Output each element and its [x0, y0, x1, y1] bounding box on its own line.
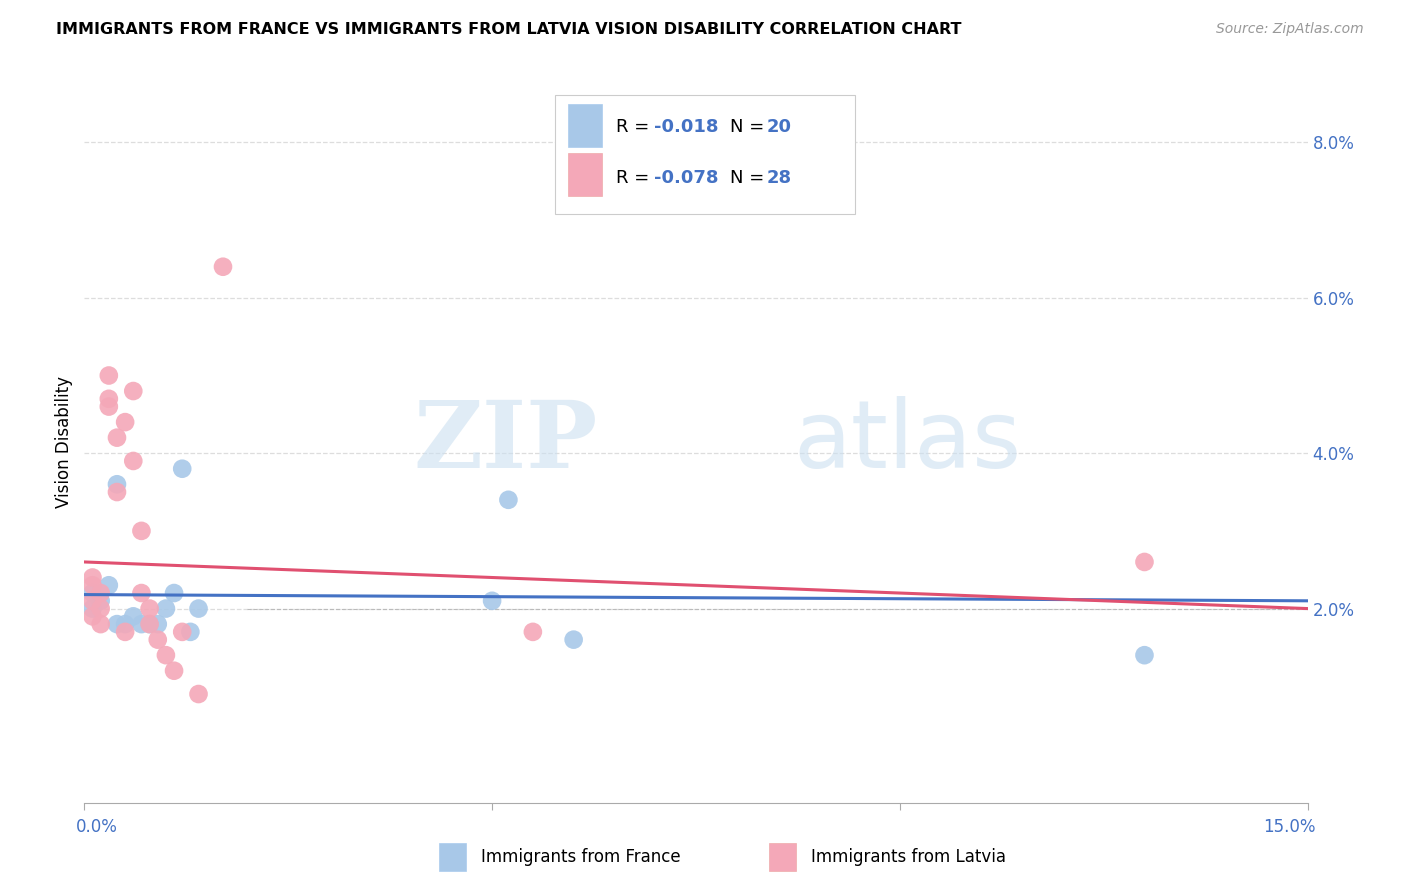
Point: [172, 624, 194, 639]
Point: [97, 400, 120, 414]
Point: [82, 586, 104, 600]
Point: [522, 624, 544, 639]
Point: [90, 594, 112, 608]
Point: [179, 624, 201, 639]
Point: [97, 392, 120, 406]
Text: R =: R =: [616, 119, 655, 136]
Point: [82, 570, 104, 584]
Point: [212, 260, 235, 274]
Point: [114, 415, 136, 429]
Point: [90, 617, 112, 632]
Point: [90, 586, 112, 600]
Point: [105, 485, 128, 500]
Point: [163, 586, 186, 600]
Point: [138, 617, 160, 632]
Point: [163, 664, 186, 678]
Point: [481, 594, 503, 608]
Point: [90, 601, 112, 615]
Point: [138, 617, 160, 632]
Point: [105, 477, 128, 491]
Point: [1133, 555, 1156, 569]
Point: [562, 632, 585, 647]
Text: 0.0%: 0.0%: [76, 818, 118, 837]
Point: [105, 617, 128, 632]
Text: R =: R =: [616, 169, 655, 186]
Point: [146, 632, 169, 647]
FancyBboxPatch shape: [555, 95, 855, 214]
Point: [82, 594, 104, 608]
Text: ZIP: ZIP: [413, 397, 598, 486]
Bar: [439, 843, 465, 871]
Point: [114, 624, 136, 639]
Point: [97, 368, 120, 383]
Point: [155, 601, 177, 615]
Point: [1133, 648, 1156, 663]
Point: [172, 461, 194, 475]
Point: [138, 601, 160, 615]
Point: [82, 601, 104, 615]
Text: Immigrants from France: Immigrants from France: [481, 848, 681, 866]
Point: [105, 431, 128, 445]
Point: [122, 609, 145, 624]
Point: [114, 617, 136, 632]
Bar: [568, 153, 602, 196]
Y-axis label: Vision Disability: Vision Disability: [55, 376, 73, 508]
Point: [97, 578, 120, 592]
Point: [122, 384, 145, 398]
Text: -0.018: -0.018: [654, 119, 718, 136]
Point: [131, 617, 153, 632]
Point: [82, 578, 104, 592]
Text: IMMIGRANTS FROM FRANCE VS IMMIGRANTS FROM LATVIA VISION DISABILITY CORRELATION C: IMMIGRANTS FROM FRANCE VS IMMIGRANTS FRO…: [56, 22, 962, 37]
Point: [187, 687, 209, 701]
Point: [155, 648, 177, 663]
Bar: [769, 843, 796, 871]
Bar: [568, 104, 602, 147]
Text: -0.078: -0.078: [654, 169, 718, 186]
Point: [122, 454, 145, 468]
Point: [131, 524, 153, 538]
Text: 28: 28: [766, 169, 792, 186]
Point: [187, 601, 209, 615]
Text: Source: ZipAtlas.com: Source: ZipAtlas.com: [1216, 22, 1364, 37]
Text: N =: N =: [730, 169, 770, 186]
Text: 15.0%: 15.0%: [1263, 818, 1316, 837]
Text: N =: N =: [730, 119, 770, 136]
Text: 20: 20: [766, 119, 792, 136]
Point: [82, 609, 104, 624]
Point: [131, 586, 153, 600]
Text: atlas: atlas: [794, 395, 1022, 488]
Text: Immigrants from Latvia: Immigrants from Latvia: [811, 848, 1005, 866]
Point: [498, 492, 520, 507]
Point: [146, 617, 169, 632]
